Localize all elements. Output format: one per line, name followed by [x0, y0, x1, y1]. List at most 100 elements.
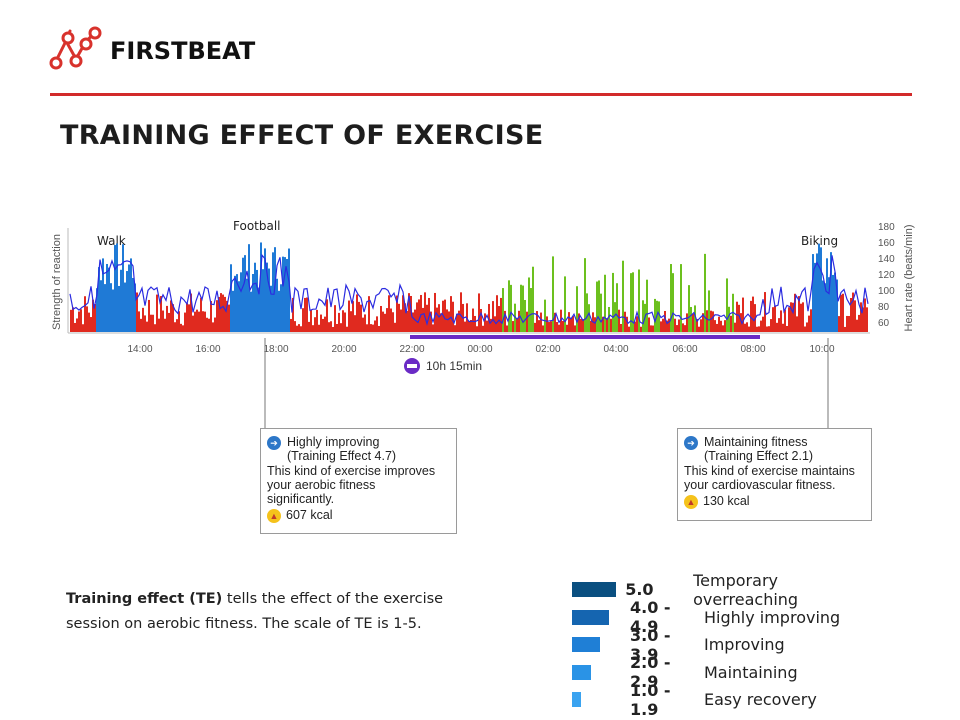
stress-bar — [166, 305, 168, 332]
stress-bar — [776, 322, 778, 332]
time-tick-label: 18:00 — [263, 344, 288, 355]
stress-bar — [440, 313, 442, 332]
stress-bar — [312, 325, 314, 332]
stress-bar — [146, 321, 148, 332]
calories-icon: ▲ — [267, 508, 281, 523]
stress-bar — [800, 303, 802, 332]
stress-bar — [438, 304, 440, 332]
time-tick-label: 06:00 — [672, 344, 697, 355]
stress-bar — [304, 297, 306, 332]
time-tick-label: 20:00 — [331, 344, 356, 355]
stress-bar — [734, 322, 736, 332]
exercise-bar — [126, 271, 128, 332]
stress-bar — [618, 309, 620, 332]
recovery-bar — [646, 279, 648, 332]
stress-bar — [446, 309, 448, 332]
card-body-line: your cardiovascular fitness. — [684, 478, 836, 492]
stress-bar — [180, 323, 182, 332]
stress-bar — [140, 318, 142, 332]
stress-bar — [578, 313, 580, 332]
hr-tick: 100 — [878, 286, 895, 297]
stress-bar — [396, 295, 398, 332]
exercise-bar — [828, 277, 830, 332]
exercise-bar — [248, 244, 250, 332]
stress-bar — [342, 310, 344, 332]
stress-bar — [786, 325, 788, 332]
stress-bar — [76, 318, 78, 332]
stress-bar — [206, 317, 208, 332]
stress-bar — [400, 309, 402, 332]
legend-row: 4.0 - 4.9 Highly improving — [572, 598, 872, 636]
stress-bar — [338, 312, 340, 332]
stress-bar — [356, 294, 358, 332]
exercise-bar — [822, 280, 824, 332]
stress-bar — [162, 310, 164, 332]
stress-bar — [846, 315, 848, 332]
card-body-line: your aerobic fitness — [267, 478, 376, 492]
exercise-bar — [820, 247, 822, 332]
stress-bar — [444, 299, 446, 332]
legend-range: 1.0 - 1.9 — [630, 680, 671, 719]
exercise-bar — [264, 248, 266, 332]
stress-bar — [698, 326, 700, 332]
recovery-bar — [728, 306, 730, 332]
stress-bar — [318, 324, 320, 332]
firstbeat-logo — [48, 25, 104, 78]
stress-bar — [782, 323, 784, 332]
hr-tick: 160 — [878, 238, 895, 249]
stress-bar — [730, 315, 732, 332]
page-title: TRAINING EFFECT OF EXERCISE — [60, 120, 544, 151]
stress-bar — [468, 321, 470, 332]
stress-bar — [684, 325, 686, 332]
stress-bar — [496, 295, 498, 332]
stress-bar — [426, 304, 428, 332]
activity-label-football: Football — [233, 219, 281, 233]
stress-bar — [740, 313, 742, 332]
stress-bar — [606, 318, 608, 332]
stress-bar — [196, 309, 198, 332]
legend-row: 5.0 Temporary overreaching — [572, 571, 872, 609]
exercise-bar — [262, 269, 264, 332]
stress-bar — [780, 310, 782, 332]
stress-bar — [334, 305, 336, 332]
legend-label: Temporary overreaching — [693, 570, 799, 609]
exercise-bar — [276, 278, 278, 332]
stress-bar — [448, 311, 450, 332]
stress-bar — [170, 300, 172, 332]
stress-bar — [160, 296, 162, 332]
recovery-bar — [658, 301, 660, 332]
recovery-bar — [708, 290, 710, 332]
training-effect-card-football: ➔ Highly improving (Training Effect 4.7)… — [260, 428, 457, 534]
stress-bar — [660, 321, 662, 332]
stress-bar — [316, 309, 318, 332]
stress-bar — [676, 325, 678, 332]
time-tick-label: 22:00 — [399, 344, 424, 355]
stress-bar — [336, 323, 338, 332]
exercise-bar — [270, 285, 272, 332]
stress-bar — [324, 316, 326, 332]
stress-bar — [188, 304, 190, 332]
stress-bar — [364, 314, 366, 332]
stress-bar — [78, 311, 80, 332]
recovery-bar — [638, 269, 640, 332]
stress-bar — [432, 324, 434, 332]
stress-bar — [88, 312, 90, 332]
legend-swatch — [572, 692, 581, 708]
exercise-bar — [268, 268, 270, 332]
header-divider — [50, 93, 912, 96]
stress-bar — [370, 324, 372, 332]
stress-bar — [798, 296, 800, 332]
stress-bar — [716, 323, 718, 332]
stress-bar — [634, 321, 636, 332]
description-term: Training effect (TE) — [66, 591, 223, 607]
exercise-bar — [110, 283, 112, 332]
hr-tick: 60 — [878, 318, 890, 329]
stress-bar — [184, 312, 186, 332]
recovery-bar — [680, 264, 682, 332]
stress-bar — [594, 317, 596, 332]
stress-bar — [772, 307, 774, 332]
card-title: Highly improving — [287, 435, 380, 449]
stress-bar — [82, 324, 84, 332]
stress-bar — [768, 326, 770, 332]
